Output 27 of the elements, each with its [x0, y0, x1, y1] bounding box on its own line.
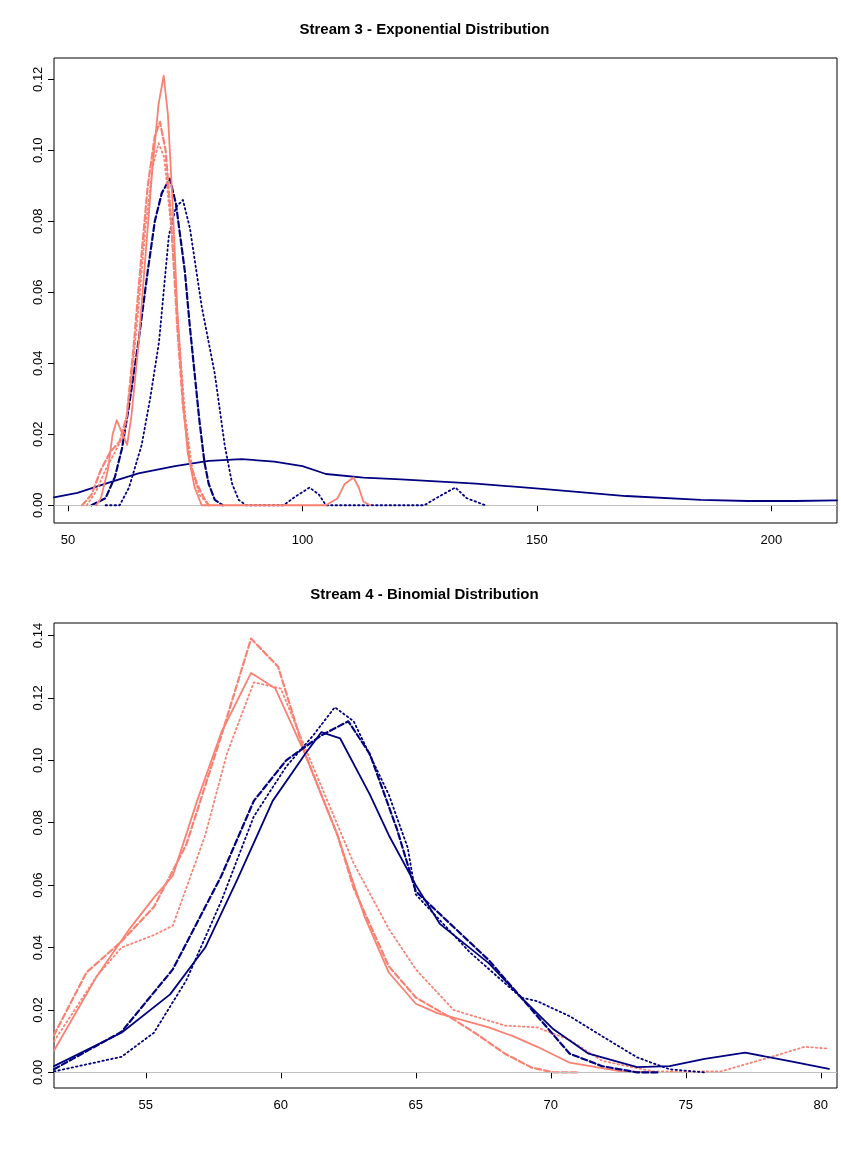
y-tick-label: 0.08 [30, 208, 45, 234]
x-tick-label: 65 [408, 1097, 424, 1112]
y-tick-label: 0.02 [30, 997, 45, 1023]
chart-title: Stream 4 - Binomial Distribution [310, 585, 539, 602]
y-tick-label: 0.00 [30, 1059, 45, 1086]
y-tick-label: 0.12 [30, 685, 45, 711]
y-tick-label: 0.10 [30, 747, 45, 773]
y-tick-label: 0.06 [30, 872, 45, 898]
y-tick-label: 0.06 [30, 279, 45, 305]
y-tick-label: 0.02 [30, 421, 45, 447]
x-tick-label: 100 [291, 532, 314, 547]
y-tick-label: 0.10 [30, 137, 45, 163]
x-tick-label: 80 [813, 1097, 829, 1112]
y-tick-label: 0.04 [30, 350, 45, 376]
y-tick-label: 0.04 [30, 934, 45, 961]
x-tick-label: 70 [543, 1097, 559, 1112]
y-tick-label: 0.12 [30, 66, 45, 92]
x-tick-label: 200 [760, 532, 783, 547]
x-tick-label: 75 [678, 1097, 694, 1112]
x-tick-label: 150 [526, 532, 548, 547]
chart-title: Stream 3 - Exponential Distribution [299, 20, 550, 37]
y-tick-label: 0.14 [30, 622, 45, 649]
y-tick-label: 0.00 [30, 492, 45, 518]
x-tick-label: 60 [273, 1097, 289, 1112]
y-tick-label: 0.08 [30, 810, 45, 836]
x-tick-label: 50 [60, 532, 76, 547]
x-tick-label: 55 [138, 1097, 154, 1112]
